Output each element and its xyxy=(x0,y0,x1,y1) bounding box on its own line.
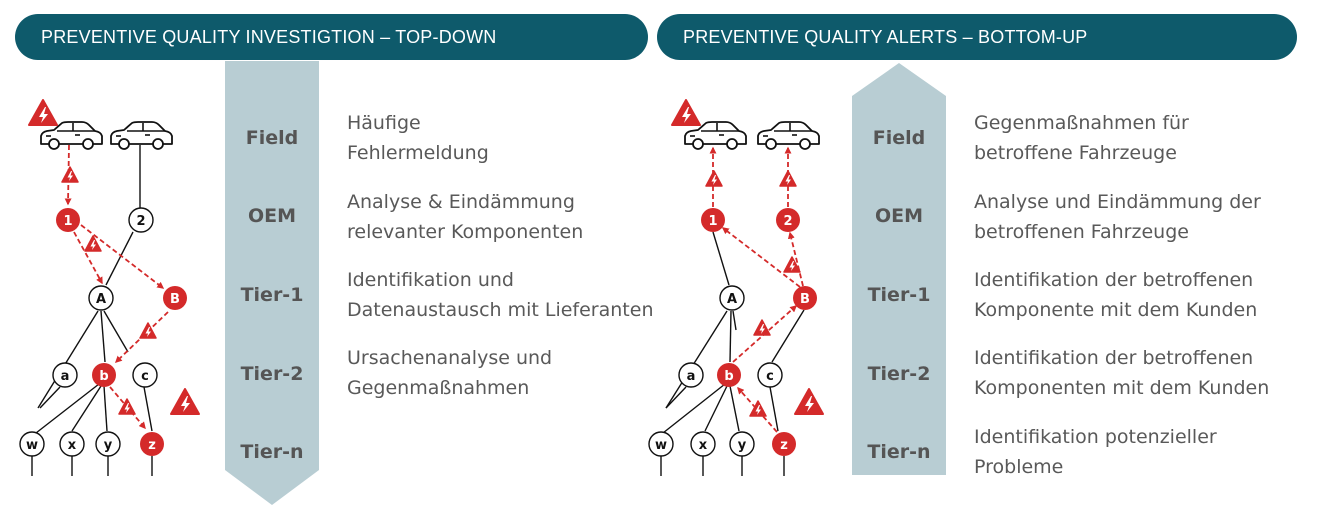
node: w xyxy=(648,431,674,457)
level-label: Tier-1 xyxy=(241,284,304,306)
level-label: Field xyxy=(873,127,926,149)
node: 1 xyxy=(701,208,725,232)
node: B xyxy=(793,286,817,310)
header-title: PREVENTIVE QUALITY INVESTIGTION – TOP-DO… xyxy=(41,26,497,47)
node: c xyxy=(132,362,158,388)
car-icon xyxy=(757,121,820,150)
node: c xyxy=(757,362,783,388)
svg-text:a: a xyxy=(61,369,70,384)
header-title: PREVENTIVE QUALITY ALERTS – BOTTOM-UP xyxy=(683,26,1088,47)
svg-text:A: A xyxy=(96,292,106,307)
supply-tree-lines xyxy=(660,231,805,476)
svg-text:y: y xyxy=(738,438,747,453)
warning-icon xyxy=(84,235,102,252)
svg-text:x: x xyxy=(699,438,708,453)
level-arrow-down xyxy=(225,61,319,505)
warning-icon xyxy=(794,388,824,415)
level-label: OEM xyxy=(248,205,296,227)
node: 1 xyxy=(56,208,80,232)
node: y xyxy=(95,431,121,457)
svg-text:2: 2 xyxy=(783,214,792,229)
description-tier2: Identifikation der betroffenen Komponente… xyxy=(974,347,1270,399)
node: z xyxy=(772,432,796,456)
level-label: Tier-n xyxy=(240,441,303,463)
description-tiern: Identifikation potenzieller Probleme xyxy=(974,426,1217,478)
header-top-down: PREVENTIVE QUALITY INVESTIGTION – TOP-DO… xyxy=(15,14,648,60)
level-arrow-up xyxy=(852,63,946,475)
node: A xyxy=(719,285,745,311)
level-label: Tier-2 xyxy=(241,363,304,385)
level-label: Tier-1 xyxy=(868,284,931,306)
svg-text:2: 2 xyxy=(136,214,145,229)
description-oem: Analyse & Eindämmung relevanter Komponent… xyxy=(347,191,584,243)
warning-icon xyxy=(705,170,723,187)
svg-text:z: z xyxy=(780,438,788,453)
alert-path xyxy=(64,144,169,430)
svg-text:a: a xyxy=(687,369,696,384)
node: b xyxy=(92,363,116,387)
warning-icon xyxy=(753,319,771,336)
node: w xyxy=(19,431,45,457)
car-icon xyxy=(110,121,173,150)
node: x xyxy=(690,431,716,457)
description-tier2: Ursachenanalyse und Gegenmaßnahmen xyxy=(347,347,553,399)
level-label: OEM xyxy=(875,205,923,227)
svg-text:B: B xyxy=(170,292,180,307)
svg-text:y: y xyxy=(104,438,113,453)
level-label: Tier-n xyxy=(867,441,930,463)
svg-text:b: b xyxy=(99,369,108,384)
level-label: Tier-2 xyxy=(868,363,931,385)
svg-text:z: z xyxy=(148,438,156,453)
warning-icon xyxy=(28,99,58,126)
warning-icon xyxy=(779,170,797,187)
level-label: Field xyxy=(246,127,299,149)
svg-text:B: B xyxy=(800,292,810,307)
svg-text:w: w xyxy=(655,438,667,453)
warning-icon xyxy=(61,166,79,183)
node: A xyxy=(88,285,114,311)
svg-text:x: x xyxy=(68,438,77,453)
svg-text:1: 1 xyxy=(63,214,72,229)
node: 2 xyxy=(128,207,154,233)
svg-text:1: 1 xyxy=(708,214,717,229)
svg-text:A: A xyxy=(727,292,737,307)
car-icon xyxy=(684,121,747,150)
node: b xyxy=(717,363,741,387)
description-tier1: Identifikation der betroffenen Komponente… xyxy=(974,269,1258,321)
node: B xyxy=(163,286,187,310)
header-bottom-up: PREVENTIVE QUALITY ALERTS – BOTTOM-UP xyxy=(657,14,1297,60)
description-tier1: Identifikation und Datenaustausch mit Lie… xyxy=(347,269,654,321)
supply-tree-lines xyxy=(31,145,153,476)
svg-text:b: b xyxy=(724,369,733,384)
node: a xyxy=(678,362,704,388)
svg-text:w: w xyxy=(26,438,38,453)
node: y xyxy=(729,431,755,457)
warning-icon xyxy=(170,388,200,415)
warning-icon xyxy=(783,256,801,273)
node: x xyxy=(59,431,85,457)
node: 2 xyxy=(776,208,800,232)
description-field: Gegenmaßnahmen für betroffene Fahrzeuge xyxy=(974,112,1189,164)
warning-icon xyxy=(749,400,767,417)
svg-text:c: c xyxy=(766,369,774,384)
node: a xyxy=(52,362,78,388)
svg-text:c: c xyxy=(141,369,149,384)
description-field: Häufige Fehlermeldung xyxy=(347,112,489,164)
node: z xyxy=(140,432,164,456)
description-oem: Analyse und Eindämmung der betroffenen Fa… xyxy=(974,191,1261,243)
car-icon xyxy=(40,121,103,150)
